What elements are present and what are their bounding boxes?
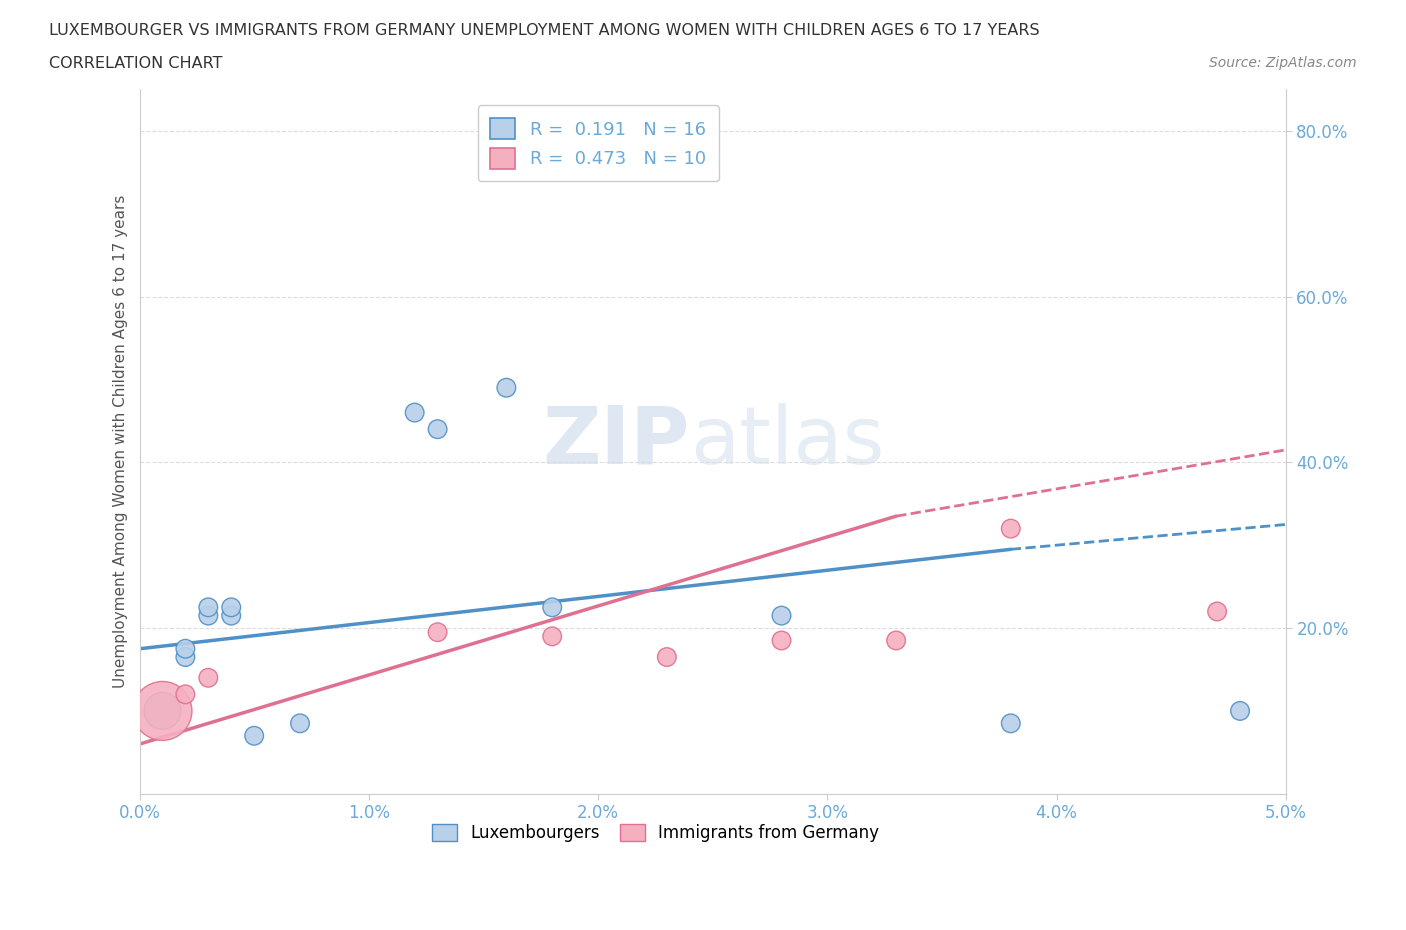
Text: CORRELATION CHART: CORRELATION CHART <box>49 56 222 71</box>
Point <box>426 421 449 436</box>
Point <box>1206 604 1229 618</box>
Text: Source: ZipAtlas.com: Source: ZipAtlas.com <box>1209 56 1357 70</box>
Point <box>884 633 907 648</box>
Point <box>426 625 449 640</box>
Y-axis label: Unemployment Among Women with Children Ages 6 to 17 years: Unemployment Among Women with Children A… <box>114 195 128 688</box>
Point <box>1000 521 1022 536</box>
Point <box>1229 703 1251 718</box>
Point <box>1000 716 1022 731</box>
Point <box>174 687 197 702</box>
Point <box>152 703 174 718</box>
Point <box>219 600 242 615</box>
Point <box>541 629 564 644</box>
Point <box>541 600 564 615</box>
Text: atlas: atlas <box>690 403 884 481</box>
Point <box>219 608 242 623</box>
Point <box>404 405 426 420</box>
Text: LUXEMBOURGER VS IMMIGRANTS FROM GERMANY UNEMPLOYMENT AMONG WOMEN WITH CHILDREN A: LUXEMBOURGER VS IMMIGRANTS FROM GERMANY … <box>49 23 1040 38</box>
Point <box>770 633 793 648</box>
Point <box>174 650 197 665</box>
Point <box>197 608 219 623</box>
Legend: Luxembourgers, Immigrants from Germany: Luxembourgers, Immigrants from Germany <box>425 817 886 849</box>
Point <box>197 671 219 685</box>
Point <box>495 380 517 395</box>
Point <box>197 600 219 615</box>
Point <box>243 728 266 743</box>
Point <box>288 716 311 731</box>
Point <box>174 642 197 657</box>
Point <box>770 608 793 623</box>
Point <box>152 703 174 718</box>
Text: ZIP: ZIP <box>543 403 690 481</box>
Point <box>655 650 678 665</box>
